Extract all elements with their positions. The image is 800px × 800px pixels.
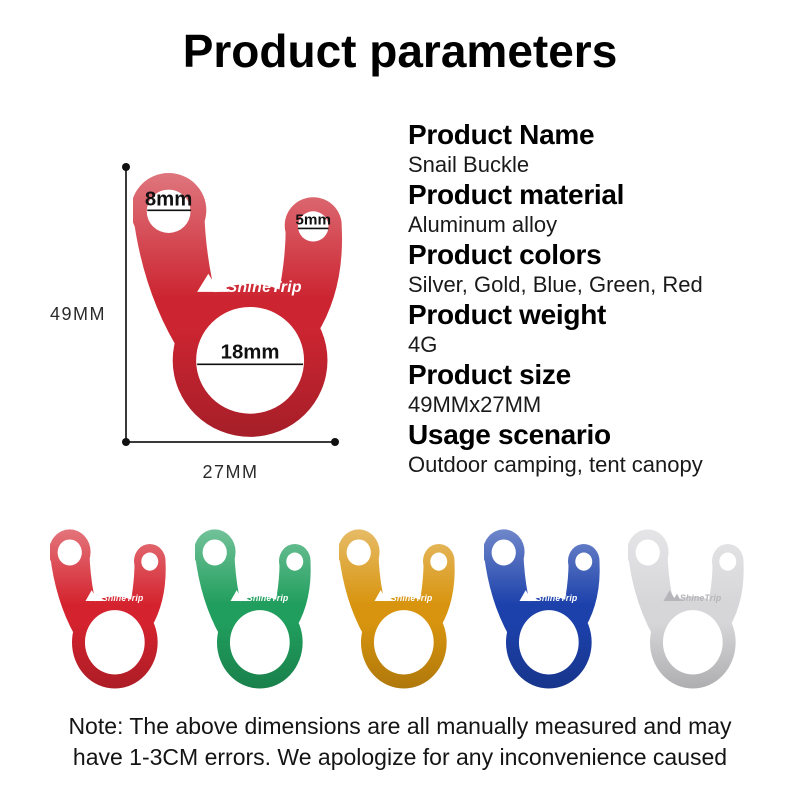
height-label: 49MM [50,304,107,324]
spec-label: Product weight [408,299,607,330]
spec-value: Silver, Gold, Blue, Green, Red [408,272,703,297]
spec-label: Product colors [408,239,602,270]
spec-label: Product material [408,179,625,210]
dimension-dot [122,438,130,446]
spec-label: Product Name [408,119,595,150]
spec-value: 4G [408,332,438,357]
dimension-dot [331,438,339,446]
spec-value: Outdoor camping, tent canopy [408,452,703,477]
spec-row-colors: Product colors Silver, Gold, Blue, Green… [408,238,768,298]
note-line-2: have 1-3CM errors. We apologize for any … [72,744,728,770]
mini-buckle-blue [484,527,608,700]
color-variants-row [50,527,752,700]
mini-buckle-silver [628,527,752,700]
spec-label: Usage scenario [408,419,611,450]
height-dimension-line [125,167,127,443]
width-dimension-line [126,441,335,443]
hole-size-8mm: 8mm [145,188,193,210]
spec-row-size: Product size 49MMx27MM [408,358,768,418]
mini-buckle-gold [339,527,463,700]
main-buckle-image: 8mm 5mm 18mm [133,169,357,456]
spec-row-usage: Usage scenario Outdoor camping, tent can… [408,418,768,478]
spec-value: 49MMx27MM [408,392,542,417]
hole-size-18mm: 18mm [221,341,280,363]
spec-row-weight: Product weight 4G [408,298,768,358]
dimension-dot [122,163,130,171]
spec-value: Aluminum alloy [408,212,558,237]
spec-row-material: Product material Aluminum alloy [408,178,768,238]
spec-list: Product Name Snail Buckle Product materi… [408,118,768,478]
spec-value: Snail Buckle [408,152,530,177]
mini-buckle-red [50,527,174,700]
spec-row-name: Product Name Snail Buckle [408,118,768,178]
spec-label: Product size [408,359,571,390]
width-label: 27MM [202,462,259,482]
note-text: Note: The above dimensions are all manua… [0,711,800,773]
mini-buckle-green [195,527,319,700]
page-title: Product parameters [182,25,618,77]
hole-size-5mm: 5mm [295,211,331,228]
note-line-1: Note: The above dimensions are all manua… [68,713,732,739]
